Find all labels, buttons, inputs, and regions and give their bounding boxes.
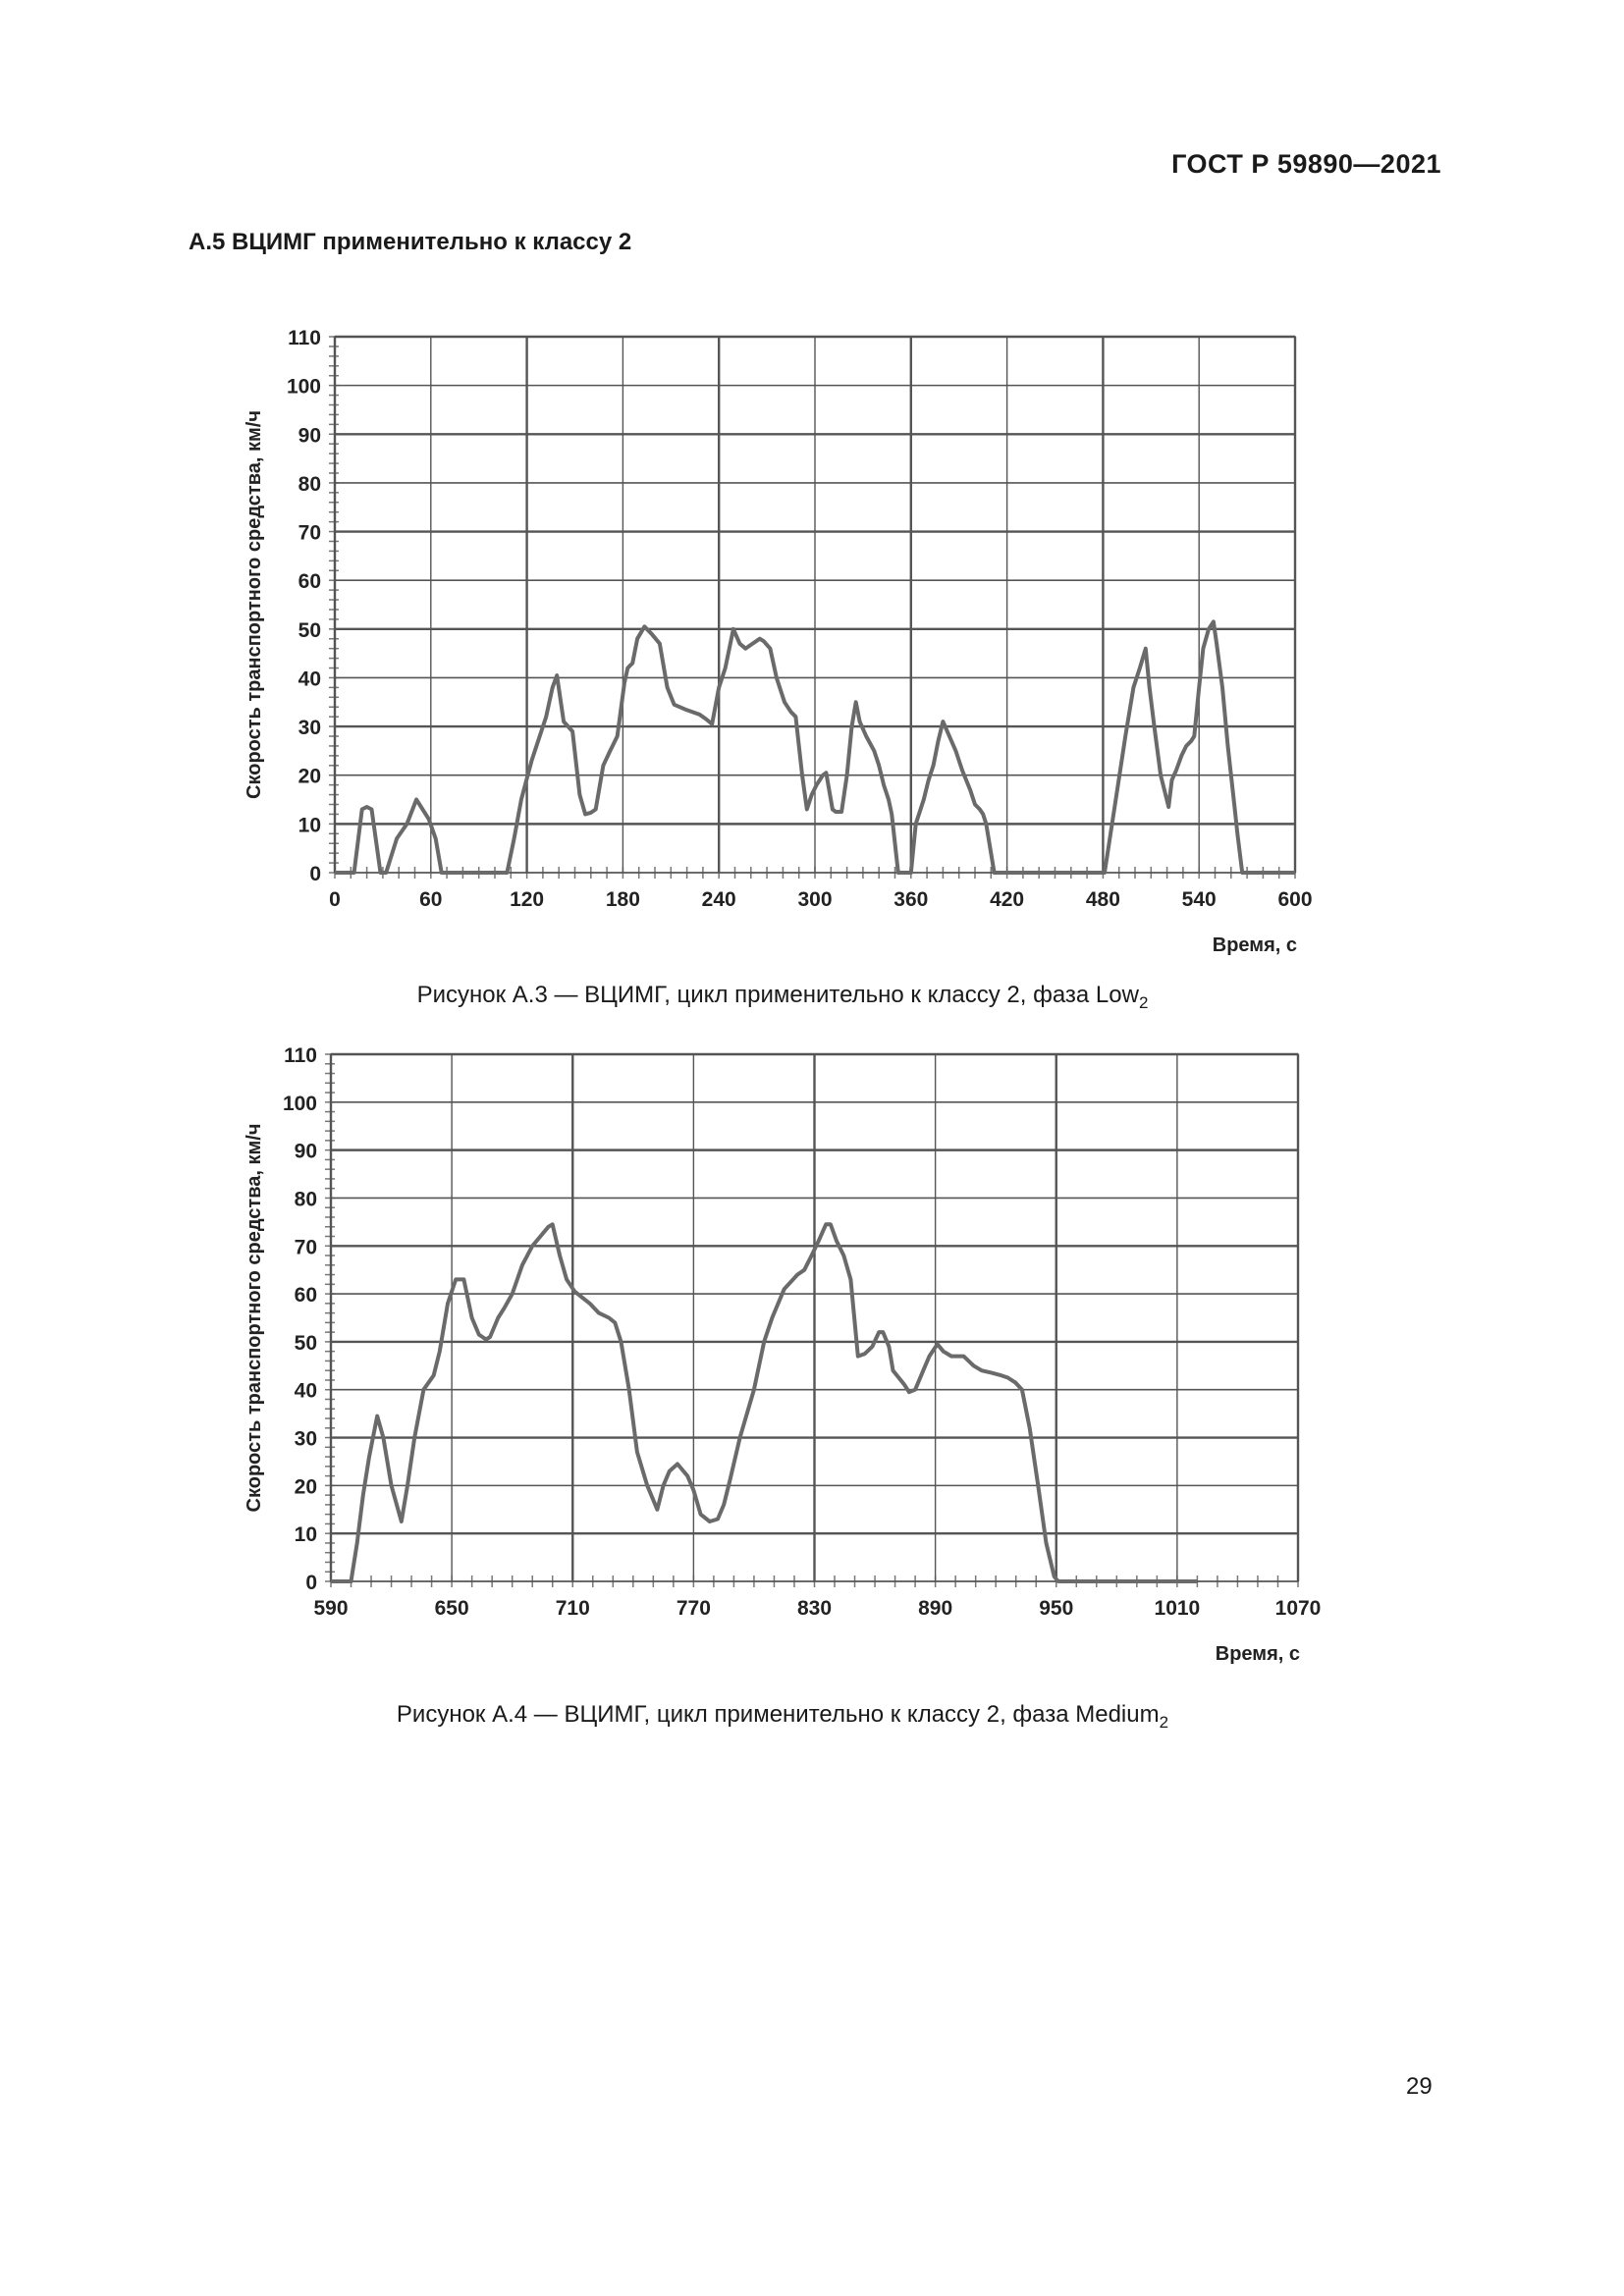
x-tick-label: 710 — [556, 1597, 590, 1620]
x-tick-label: 360 — [893, 888, 928, 911]
figure-a3-caption: Рисунок А.3 — ВЦИМГ, цикл применительно … — [0, 982, 1565, 1013]
y-axis-label: Скорость транспортного средства, км/ч — [244, 1124, 265, 1513]
y-tick-label: 10 — [298, 814, 321, 836]
x-axis-label: Время, с — [1216, 1643, 1300, 1665]
x-tick-label: 240 — [702, 888, 736, 911]
speed-series-line — [335, 619, 1295, 875]
x-tick-label: 590 — [313, 1597, 348, 1620]
x-tick-label: 890 — [918, 1597, 952, 1620]
caption-subscript: 2 — [1159, 1713, 1169, 1732]
caption-text: Рисунок А.4 — ВЦИМГ, цикл применительно … — [396, 1701, 1160, 1728]
x-tick-label: 60 — [419, 888, 442, 911]
x-tick-label: 830 — [797, 1597, 832, 1620]
speed-series-line — [331, 1222, 1198, 1583]
x-tick-label: 180 — [606, 888, 640, 911]
x-tick-label: 650 — [435, 1597, 469, 1620]
y-tick-label: 80 — [295, 1188, 317, 1210]
y-tick-label: 20 — [298, 766, 321, 788]
y-tick-label: 0 — [309, 863, 321, 885]
x-tick-label: 950 — [1039, 1597, 1073, 1620]
page-number: 29 — [1406, 2073, 1433, 2100]
y-tick-label: 60 — [295, 1284, 317, 1307]
figure-a3-chart: 0 10 20 30 40 50 60 70 80 90 100 110 0 60 120 180 240 300… — [244, 327, 1313, 956]
y-tick-label: 110 — [284, 1044, 317, 1067]
x-tick-label: 1070 — [1275, 1597, 1322, 1620]
y-tick-label: 20 — [295, 1475, 317, 1498]
y-tick-label: 100 — [287, 376, 321, 399]
x-tick-label: 0 — [329, 888, 341, 911]
y-tick-label: 70 — [298, 522, 321, 545]
y-tick-label: 0 — [305, 1572, 317, 1594]
x-tick-label: 480 — [1086, 888, 1120, 911]
y-tick-label: 10 — [295, 1523, 317, 1546]
x-tick-label: 770 — [677, 1597, 711, 1620]
plot-frame — [330, 1053, 1299, 1582]
x-tick-label: 120 — [510, 888, 544, 911]
y-tick-label: 30 — [295, 1428, 317, 1451]
x-tick-label: 540 — [1182, 888, 1217, 911]
caption-subscript: 2 — [1138, 993, 1149, 1012]
y-tick-label: 90 — [298, 424, 321, 447]
y-tick-label: 110 — [288, 327, 321, 349]
y-tick-label: 40 — [298, 667, 321, 690]
y-tick-label: 70 — [295, 1236, 317, 1258]
y-tick-label: 100 — [283, 1093, 317, 1115]
y-tick-label: 90 — [295, 1141, 317, 1163]
x-axis-label: Время, с — [1213, 934, 1297, 956]
y-axis-label: Скорость транспортного средства, км/ч — [244, 410, 265, 799]
x-tick-label: 420 — [990, 888, 1024, 911]
y-tick-label: 30 — [298, 717, 321, 739]
y-tick-label: 60 — [298, 570, 321, 593]
x-tick-label: 300 — [797, 888, 832, 911]
y-tick-label: 40 — [295, 1380, 317, 1403]
y-tick-label: 50 — [295, 1332, 317, 1355]
y-tick-label: 80 — [298, 473, 321, 496]
figure-a4-chart: 0 10 20 30 40 50 60 70 80 90 100 110 590 650 710 770 830… — [244, 1044, 1321, 1665]
figure-a4-caption: Рисунок А.4 — ВЦИМГ, цикл применительно … — [0, 1701, 1565, 1733]
y-tick-label: 50 — [298, 619, 321, 642]
plot-frame — [334, 336, 1296, 874]
caption-text: Рисунок А.3 — ВЦИМГ, цикл применительно … — [416, 982, 1139, 1008]
x-tick-label: 600 — [1277, 888, 1312, 911]
section-title: А.5 ВЦИМГ применительно к классу 2 — [189, 229, 632, 255]
x-tick-label: 1010 — [1155, 1597, 1201, 1620]
document-code-header: ГОСТ Р 59890—2021 — [1171, 149, 1441, 179]
